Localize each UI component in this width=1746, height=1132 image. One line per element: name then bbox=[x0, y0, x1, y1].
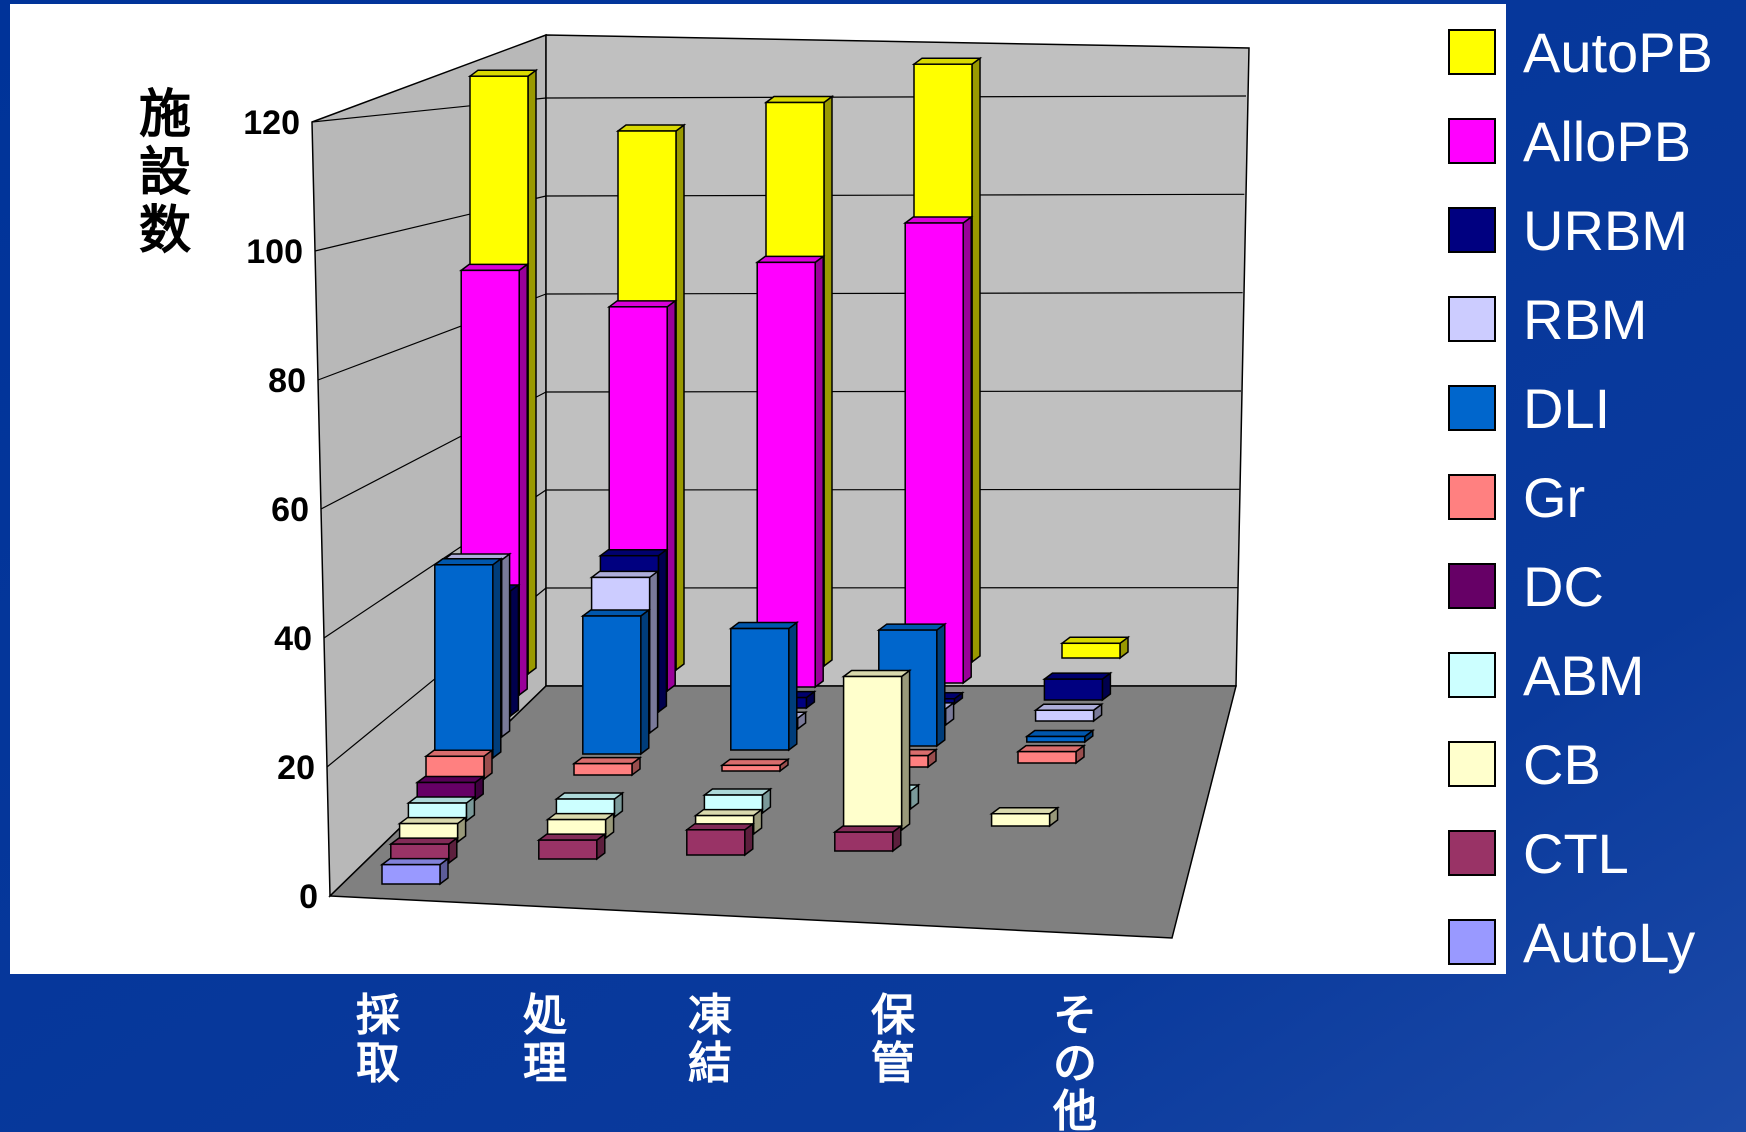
legend-item: URBM bbox=[1448, 199, 1688, 262]
legend-swatch bbox=[1448, 919, 1496, 965]
gridline-back bbox=[545, 95, 1247, 99]
legend: AutoPB AlloPB URBM RBM DLI Gr DC ABM CB CTL AutoLy bbox=[1448, 21, 1713, 974]
category-label-char: 保 bbox=[871, 990, 916, 1041]
legend-label: DLI bbox=[1523, 377, 1610, 440]
legend-label: URBM bbox=[1523, 199, 1688, 262]
bar-ABM-1 bbox=[554, 791, 625, 819]
y-tick-label: 20 bbox=[277, 749, 315, 787]
category-label-char: 採 bbox=[356, 990, 401, 1041]
bar-RBM-4 bbox=[1033, 702, 1104, 723]
legend-label: AutoLy bbox=[1523, 911, 1695, 974]
category-label-char: 他 bbox=[1052, 1086, 1097, 1132]
legend-item: AlloPB bbox=[1448, 110, 1691, 173]
category-label-char: 理 bbox=[523, 1038, 567, 1089]
legend-swatch bbox=[1448, 29, 1496, 75]
legend-swatch bbox=[1448, 741, 1496, 787]
legend-item: DLI bbox=[1448, 377, 1610, 440]
bar-CB-4 bbox=[989, 806, 1060, 828]
legend-swatch bbox=[1448, 385, 1496, 431]
bar-Gr-4 bbox=[1015, 744, 1087, 765]
legend-label: DC bbox=[1523, 555, 1604, 618]
bar-ABM-2 bbox=[702, 787, 773, 815]
y-tick-label: 80 bbox=[268, 362, 306, 400]
legend-swatch bbox=[1448, 830, 1496, 876]
y-tick-label: 120 bbox=[243, 104, 300, 142]
y-axis-label-char: 施 bbox=[139, 85, 191, 145]
legend-item: CB bbox=[1448, 733, 1601, 796]
legend-swatch bbox=[1448, 296, 1496, 342]
legend-label: AlloPB bbox=[1523, 110, 1691, 173]
legend-item: RBM bbox=[1448, 288, 1647, 351]
legend-label: ABM bbox=[1523, 644, 1644, 707]
category-label-char: そ bbox=[1053, 990, 1097, 1041]
legend-item: CTL bbox=[1448, 822, 1629, 885]
y-axis-ticks: 0 20 40 60 80 100 120 bbox=[243, 104, 318, 916]
bar-Gr-1 bbox=[571, 756, 643, 777]
bar-DLI-4 bbox=[1024, 728, 1096, 744]
bar-CTL-1 bbox=[536, 832, 608, 861]
bar-CB-3 bbox=[841, 669, 912, 832]
legend-swatch bbox=[1448, 118, 1496, 164]
bar-AlloPB-3 bbox=[902, 215, 974, 685]
category-label-char: の bbox=[1053, 1038, 1097, 1089]
bar-AutoPB-4 bbox=[1059, 635, 1131, 660]
legend-item: DC bbox=[1448, 555, 1604, 618]
legend-item: AutoPB bbox=[1448, 21, 1713, 84]
legend-label: RBM bbox=[1523, 288, 1647, 351]
bar-DLI-2 bbox=[728, 621, 800, 752]
legend-item: Gr bbox=[1448, 466, 1585, 529]
y-tick-label: 0 bbox=[299, 878, 318, 916]
legend-swatch bbox=[1448, 563, 1496, 609]
category-label-char: 管 bbox=[871, 1038, 915, 1089]
legend-label: AutoPB bbox=[1523, 21, 1713, 84]
category-label-char: 結 bbox=[688, 1038, 732, 1089]
category-label-char: 取 bbox=[356, 1038, 400, 1089]
y-tick-label: 100 bbox=[246, 233, 303, 271]
legend-item: ABM bbox=[1448, 644, 1644, 707]
y-axis-label-char: 数 bbox=[139, 201, 191, 261]
legend-item: AutoLy bbox=[1448, 911, 1695, 974]
legend-swatch bbox=[1448, 652, 1496, 698]
legend-label: CTL bbox=[1523, 822, 1629, 885]
bar-DLI-1 bbox=[580, 608, 652, 756]
bar-CTL-3 bbox=[832, 824, 904, 853]
bar-AutoLy-0 bbox=[379, 857, 451, 886]
legend-swatch bbox=[1448, 474, 1496, 520]
bar-Gr-2 bbox=[719, 757, 791, 773]
bars bbox=[379, 56, 1131, 886]
bar-DLI-0 bbox=[432, 557, 504, 760]
category-label-char: 凍 bbox=[688, 990, 732, 1041]
legend-swatch bbox=[1448, 207, 1496, 253]
y-tick-label: 60 bbox=[271, 491, 309, 529]
legend-label: Gr bbox=[1523, 466, 1585, 529]
legend-label: CB bbox=[1523, 733, 1601, 796]
bar-ABM-0 bbox=[406, 795, 477, 823]
bar-URBM-4 bbox=[1042, 671, 1113, 702]
x-axis-categories: 採取 処理 凍結 保管 その他 bbox=[356, 990, 1097, 1132]
y-axis-label-char: 設 bbox=[139, 143, 191, 203]
category-label-char: 処 bbox=[523, 990, 567, 1041]
y-tick-label: 40 bbox=[274, 620, 312, 658]
bar-DC-0 bbox=[414, 775, 486, 802]
y-axis-label: 施設数 bbox=[139, 85, 191, 261]
bar-Gr-0 bbox=[423, 748, 495, 781]
bar-AlloPB-2 bbox=[754, 254, 826, 689]
bar-CTL-2 bbox=[684, 822, 756, 857]
